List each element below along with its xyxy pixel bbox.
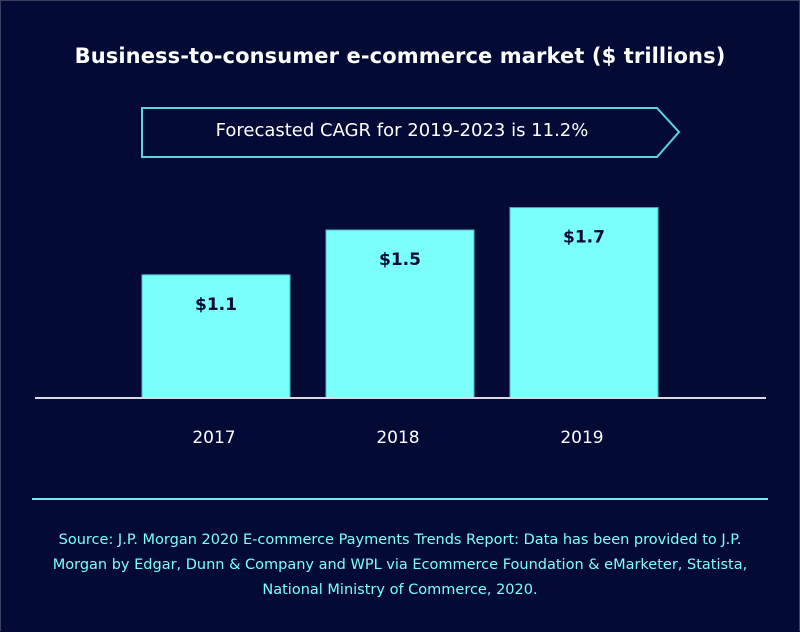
bar-2019 (509, 207, 659, 399)
bar-2017 (141, 274, 291, 399)
bar-2018 (325, 229, 475, 399)
data-label-2017: $1.1 (195, 295, 237, 315)
data-label-2019: $1.7 (563, 228, 605, 248)
footer-divider (32, 498, 768, 500)
chart-title: Business-to-consumer e-commerce market (… (74, 44, 726, 68)
bars-group (141, 207, 659, 399)
cagr-callout-text: Forecasted CAGR for 2019-2023 is 11.2% (215, 120, 589, 141)
x-tick-label-2019: 2019 (560, 428, 603, 448)
labels-group: $1.1 2017 $1.5 2018 $1.7 2019 (192, 228, 605, 448)
data-label-2018: $1.5 (379, 250, 421, 270)
x-tick-label-2017: 2017 (192, 428, 235, 448)
x-tick-label-2018: 2018 (376, 428, 419, 448)
bar-chart: $1.1 2017 $1.5 2018 $1.7 2019 (35, 207, 766, 448)
source-note: Source: J.P. Morgan 2020 E-commerce Paym… (52, 532, 748, 598)
